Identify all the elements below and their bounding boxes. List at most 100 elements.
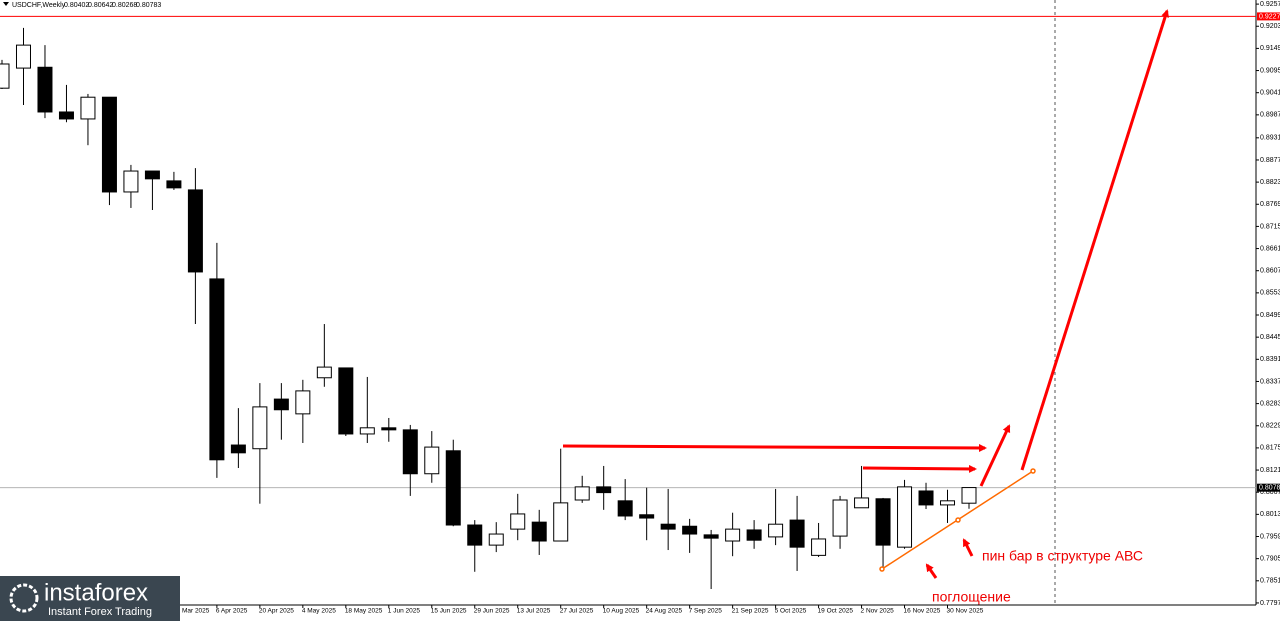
candle-body (488, 533, 504, 546)
y-tick-label: 0.8499 (1260, 312, 1280, 319)
candle-body (467, 524, 483, 546)
marks (0, 15, 1256, 590)
logo-box (0, 576, 180, 621)
candle-body (789, 519, 805, 548)
y-tick-label: 0.8715 (1260, 223, 1280, 230)
candle-body (0, 63, 10, 89)
y-tick-label: 0.7797 (1260, 600, 1280, 607)
candle-body (295, 390, 311, 415)
y-tick-label: 0.8229 (1260, 423, 1280, 430)
x-tick-label: 18 May 2025 (345, 608, 383, 615)
candle-body (144, 170, 160, 180)
candle-body (230, 444, 246, 454)
annotation: пин бар в структуре АВС (982, 548, 1143, 564)
arrow (925, 563, 938, 579)
y-tick-label: 0.8013 (1260, 511, 1280, 518)
menu-icon (3, 2, 9, 6)
candle-body (37, 66, 53, 113)
y-tick-label: 0.8877 (1260, 157, 1280, 164)
x-tick-label: 24 Aug 2025 (646, 608, 683, 615)
x-tick-label: 20 Apr 2025 (259, 608, 294, 615)
y-tick-label: 0.8283 (1260, 400, 1280, 407)
x-tick-label: 27 Jul 2025 (560, 608, 594, 615)
x-tick-label: 7 Sep 2025 (689, 608, 723, 615)
header-value: 0.80402 (64, 2, 89, 9)
candle-body (854, 497, 870, 509)
candle-body (703, 534, 719, 539)
candle-body (746, 529, 762, 541)
candle-body (359, 427, 375, 435)
candle-body (187, 189, 203, 273)
candle-body (553, 502, 569, 542)
x-tick-label: 29 Jun 2025 (474, 608, 510, 615)
y-tick-label: 0.8607 (1260, 268, 1280, 275)
candle-body (80, 96, 96, 120)
y-tick-label: 0.8553 (1260, 290, 1280, 297)
candle-body (682, 525, 698, 535)
candle-body (531, 521, 547, 542)
y-tick-label: 0.9095 (1260, 67, 1280, 74)
candle-body (811, 538, 827, 556)
candle-body (897, 486, 913, 548)
y-tick-label: 0.8175 (1260, 445, 1280, 452)
chart-title: USDCHF,Weekly (12, 2, 66, 9)
arrow (562, 443, 987, 452)
arrows (562, 9, 1170, 579)
candle-body (875, 498, 891, 546)
trendline (879, 468, 1036, 572)
y-tick-label: 0.8337 (1260, 378, 1280, 385)
candle-body (768, 523, 784, 538)
y-tick-label: 0.8987 (1260, 112, 1280, 119)
candle-body (424, 446, 440, 475)
candle-body (940, 500, 956, 506)
price-tag-label: 0.8078 (1259, 485, 1280, 492)
x-tick-label: 5 Oct 2025 (775, 608, 807, 615)
candle-body (273, 398, 289, 411)
candle-body (832, 499, 848, 537)
price-tag (1257, 483, 1280, 492)
arrow (862, 464, 977, 473)
y-tick-label: 0.7959 (1260, 533, 1280, 540)
y-tick-label: 0.9203 (1260, 23, 1280, 30)
y-tick-label: 0.8661 (1260, 245, 1280, 252)
x-tick-label: 21 Sep 2025 (732, 608, 769, 615)
candle-body (617, 500, 633, 517)
y-tick-label: 0.8391 (1260, 356, 1280, 363)
candle-body (402, 429, 418, 475)
y-tick-label: 0.8445 (1260, 334, 1280, 341)
candle-body (316, 366, 332, 379)
y-tick-label: 0.8931 (1260, 135, 1280, 142)
x-tick-label: 30 Nov 2025 (947, 608, 984, 615)
x-tick-label: 10 Aug 2025 (603, 608, 640, 615)
candle-body (15, 44, 31, 69)
arrow (979, 424, 1011, 487)
candle-body (58, 111, 74, 120)
x-tick-label: 23 Mar 2025 (173, 608, 210, 615)
x-tick-label: 2 Nov 2025 (861, 608, 895, 615)
x-tick-label: 1 Jun 2025 (388, 608, 421, 615)
candle-body (961, 487, 977, 504)
x-tick-label: 4 May 2025 (302, 608, 336, 615)
logo-name: instaforex (44, 579, 148, 606)
y-tick-label: 0.9257 (1260, 1, 1280, 8)
candle-body (209, 278, 225, 461)
candle-body (445, 450, 461, 526)
anchor (879, 566, 885, 572)
logo-icon (9, 583, 39, 613)
candle-body (381, 427, 397, 431)
candle-body (166, 180, 182, 189)
candle-body (725, 528, 741, 542)
y-tick-label: 0.8823 (1260, 179, 1280, 186)
y-tick-label: 0.9149 (1260, 45, 1280, 52)
logo-tagline: Instant Forex Trading (48, 606, 152, 618)
y-tick-label: 0.7851 (1260, 578, 1280, 585)
y-tick-label: 0.8067 (1260, 489, 1280, 496)
candle-body (639, 514, 655, 519)
candle-body (596, 486, 612, 494)
y-tick-label: 0.7905 (1260, 555, 1280, 562)
header-value: 0.80783 (136, 2, 161, 9)
level-tag (1257, 12, 1280, 21)
